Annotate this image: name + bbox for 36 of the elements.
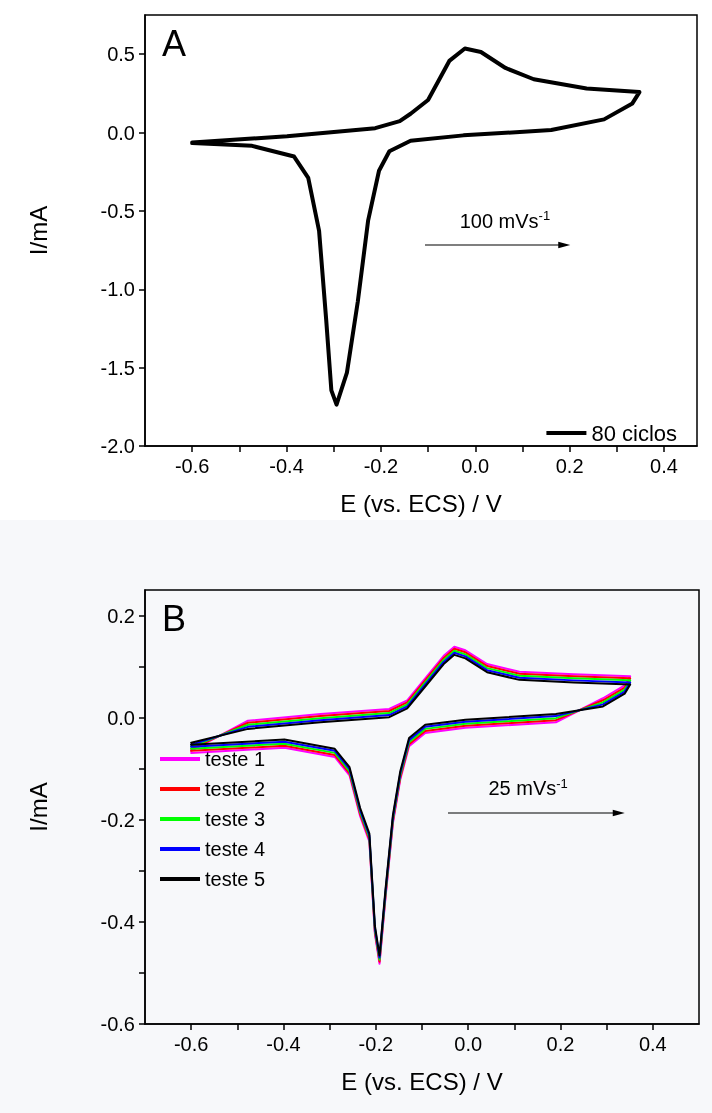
- legend-label: teste 3: [205, 808, 266, 830]
- y-tick-label: -1.5: [100, 356, 135, 379]
- y-tick-label: 0.0: [107, 706, 135, 729]
- x-tick-label: -0.6: [173, 1033, 209, 1055]
- x-axis-title: E (vs. ECS) / V: [341, 1067, 503, 1095]
- x-tick-label: 0.0: [461, 455, 490, 477]
- y-tick-label: -0.5: [100, 199, 135, 222]
- x-axis-title: E (vs. ECS) / V: [340, 489, 502, 517]
- y-tick-label: -0.6: [100, 1013, 135, 1035]
- legend-label: teste 4: [205, 838, 266, 860]
- legend-label: teste 2: [205, 778, 266, 800]
- y-axis-title: I/mA: [24, 205, 52, 256]
- line-series: [190, 46, 642, 407]
- y-axis-title: I/mA: [24, 782, 52, 832]
- x-tick-label: 0.2: [546, 1033, 575, 1055]
- x-tick-label: -0.2: [358, 1033, 394, 1055]
- chart-title: A: [162, 22, 187, 64]
- y-tick-label: -2.0: [100, 435, 135, 457]
- x-tick-label: -0.4: [269, 455, 304, 477]
- x-tick-label: 0.0: [454, 1033, 483, 1055]
- y-tick-label: -0.4: [100, 910, 135, 933]
- x-tick-label: -0.2: [363, 455, 399, 477]
- x-tick-label: 0.4: [638, 1033, 667, 1055]
- y-tick-label: 0.2: [107, 604, 135, 627]
- legend-label: 80 ciclos: [591, 420, 677, 446]
- x-tick-label: -0.6: [174, 455, 210, 477]
- legend-label: teste 5: [205, 868, 266, 890]
- x-tick-label: -0.4: [266, 1033, 301, 1055]
- x-tick-label: 0.2: [555, 455, 584, 477]
- x-tick-label: 0.4: [650, 455, 678, 477]
- chart-title: B: [162, 597, 187, 639]
- y-tick-label: -1.0: [100, 278, 135, 301]
- y-tick-label: 0.0: [107, 121, 135, 144]
- y-tick-label: 0.5: [107, 43, 135, 66]
- legend-label: teste 1: [205, 748, 266, 770]
- y-tick-label: -0.2: [100, 808, 135, 831]
